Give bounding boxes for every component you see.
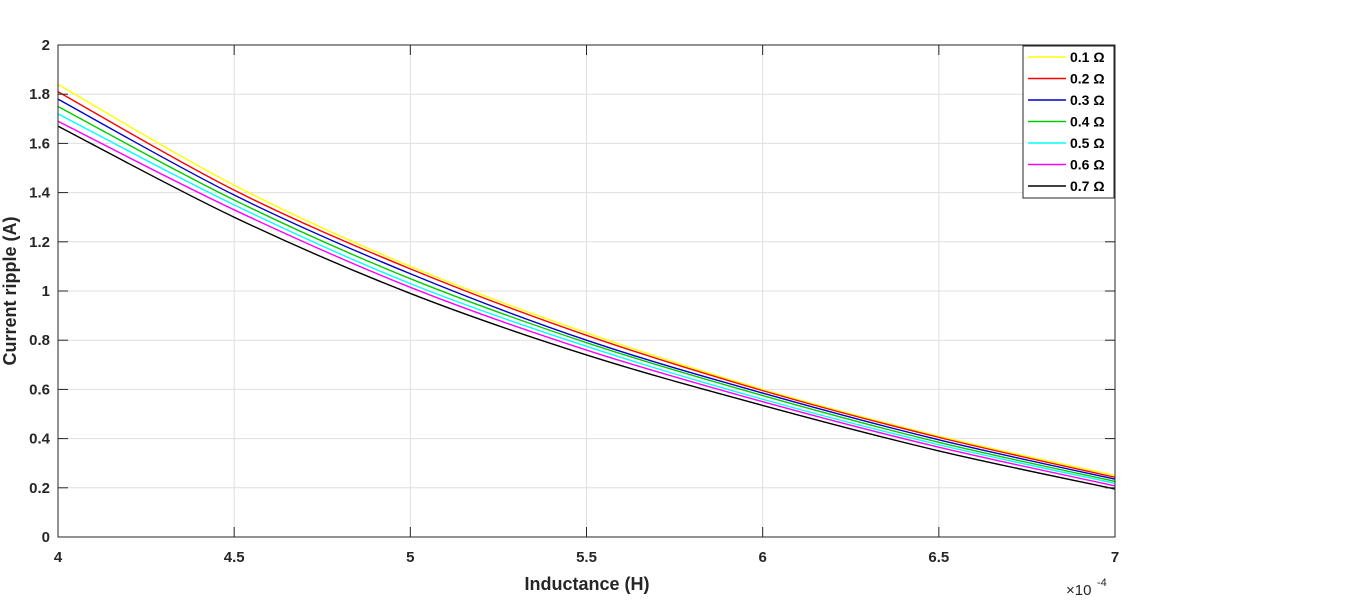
y-tick-label: 0 <box>42 529 50 546</box>
x-tick-label: 5.5 <box>576 549 597 566</box>
series-line-1 <box>57 83 1116 477</box>
series-line-6 <box>57 120 1116 487</box>
y-tick-label: 0.6 <box>29 381 50 398</box>
y-tick-label: 1.6 <box>29 135 50 152</box>
legend-label-5: 0.5 Ω <box>1070 135 1105 151</box>
x-exponent-power: -4 <box>1097 577 1107 589</box>
x-tick-labels: 4 4.5 5 5.5 6 6.5 7 <box>54 549 1119 566</box>
series-line-4 <box>57 105 1116 483</box>
y-tick-label: 0.8 <box>29 332 50 349</box>
y-tick-label: 1 <box>42 283 50 300</box>
series-line-2 <box>57 91 1116 478</box>
legend-label-6: 0.6 Ω <box>1070 157 1105 173</box>
series-line-5 <box>57 113 1116 485</box>
y-tick-label: 0.4 <box>29 431 51 448</box>
legend-label-1: 0.1 Ω <box>1070 49 1105 65</box>
y-tick-label: 2 <box>42 37 50 54</box>
y-tick-label: 1.8 <box>29 86 50 103</box>
y-tick-label: 1.2 <box>29 234 50 251</box>
series-line-3 <box>57 98 1116 480</box>
x-tick-label: 6 <box>758 549 766 566</box>
x-tick-label: 5 <box>406 549 414 566</box>
legend-label-2: 0.2 Ω <box>1070 71 1105 87</box>
x-tick-label: 6.5 <box>928 549 949 566</box>
series-line-7 <box>57 125 1116 490</box>
legend-label-7: 0.7 Ω <box>1070 178 1105 194</box>
legend-label-4: 0.4 Ω <box>1070 114 1105 130</box>
x-tick-label: 4 <box>54 549 63 566</box>
y-tick-label: 1.4 <box>29 185 51 202</box>
x-axis-exponent: ×10 -4 <box>1066 577 1107 599</box>
x-axis-label: Inductance (H) <box>524 574 649 594</box>
x-tick-label: 4.5 <box>224 549 245 566</box>
x-exponent-prefix: ×10 <box>1066 582 1091 599</box>
legend-label-3: 0.3 Ω <box>1070 92 1105 108</box>
legend: 0.1 Ω 0.2 Ω 0.3 Ω 0.4 Ω 0.5 Ω 0.6 Ω 0.7 Ω <box>1022 45 1115 199</box>
series-lines <box>57 83 1116 490</box>
y-tick-labels: 0 0.2 0.4 0.6 0.8 1 1.2 1.4 1.6 1.8 2 <box>29 37 51 546</box>
x-tick-label: 7 <box>1111 549 1119 566</box>
y-axis-label: Current ripple (A) <box>0 216 20 365</box>
y-tick-label: 0.2 <box>29 480 50 497</box>
